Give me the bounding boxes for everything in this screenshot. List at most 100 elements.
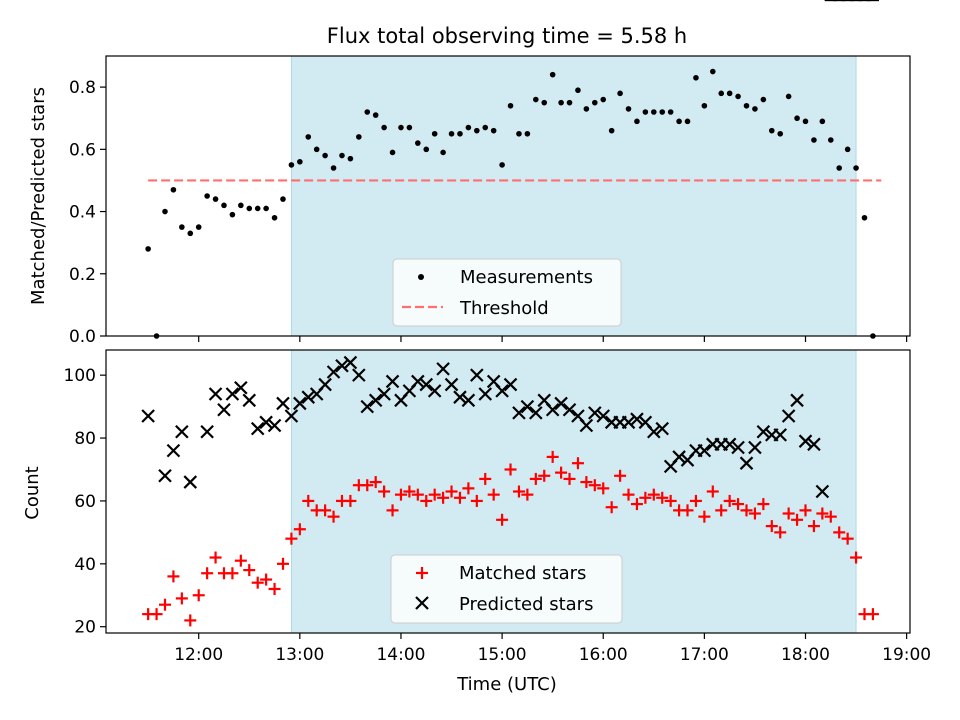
measurement-point (836, 165, 843, 171)
predicted-star-point (781, 409, 796, 423)
y-tick-label: 0.2 (69, 265, 96, 285)
measurement-point (516, 130, 522, 137)
predicted-star-point (368, 393, 383, 408)
predicted-star-point (520, 399, 535, 414)
matched-star-point (791, 513, 804, 526)
measurement-point (162, 208, 168, 215)
measurement-point (221, 202, 227, 209)
matched-star-point (850, 551, 863, 564)
predicted-star-point (722, 437, 737, 452)
matched-star-point (588, 479, 601, 492)
predicted-star-point (596, 409, 611, 423)
measurement-point (541, 99, 548, 106)
matched-star-point (462, 482, 475, 495)
matched-star-point (740, 504, 753, 517)
measurement-point (802, 118, 809, 125)
predicted-star-point (739, 456, 754, 470)
predicted-star-point (242, 393, 257, 408)
matched-star-point (555, 466, 568, 479)
matched-star-point (546, 450, 559, 463)
matched-star-point (580, 476, 593, 489)
predicted-star-point (385, 374, 400, 389)
measurement-point (726, 90, 733, 97)
matched-star-point (538, 469, 551, 482)
predicted-star-point (773, 428, 787, 442)
plot-frame-bottom (105, 349, 911, 634)
measurement-point (760, 96, 767, 103)
matched-star-point (622, 488, 635, 501)
matched-star-point (799, 504, 812, 517)
measurement-point (785, 93, 792, 100)
predicted-star-point (183, 475, 198, 489)
matched-star-point (369, 476, 382, 489)
legend-top: Measurements Threshold (392, 258, 622, 327)
y-tick-label: 0.8 (69, 78, 96, 98)
predicted-star-point (326, 365, 341, 379)
predicted-star-point (579, 418, 594, 433)
measurement-point (794, 115, 800, 122)
matched-star-point (512, 485, 525, 498)
measurement-point (457, 130, 463, 137)
matched-star-point (234, 554, 247, 567)
measurement-point (254, 205, 261, 212)
matched-star-point (681, 504, 694, 517)
predicted-star-point (301, 390, 316, 404)
measurement-point (415, 140, 421, 146)
measurement-point (768, 127, 775, 134)
matched-star-point (833, 526, 846, 539)
matched-star-point (344, 494, 357, 507)
matched-star-point (192, 589, 205, 602)
matched-star-point (521, 488, 534, 501)
x-tick-label: 14:00 (376, 645, 425, 665)
y-tick-label: 0.6 (69, 140, 96, 160)
matched-star-point (209, 551, 222, 564)
predicted-star-point (284, 409, 299, 423)
predicted-star-point (815, 484, 830, 499)
measurement-point (676, 118, 682, 125)
measurement-point (558, 99, 564, 106)
plot-frame-top (105, 55, 911, 337)
matched-star-point (293, 523, 306, 536)
x-axis-label: Time (UTC) (456, 674, 557, 695)
predicted-star-point (697, 443, 712, 458)
measurement-point (777, 130, 784, 137)
matched-star-point (496, 513, 509, 526)
measurement-point (288, 162, 295, 168)
predicted-star-point (259, 415, 273, 430)
measurement-point (280, 196, 286, 202)
measurement-point (271, 214, 278, 221)
matched-star-point (816, 507, 829, 520)
matched-star-point (597, 482, 610, 495)
predicted-star-point (318, 377, 332, 392)
measurement-point (634, 118, 640, 125)
matched-star-point (403, 485, 416, 498)
predicted-star-point (293, 396, 307, 411)
predicted-star-point (436, 362, 450, 376)
matched-star-point (807, 520, 820, 533)
measurement-point (448, 130, 455, 137)
legend-bottom: Matched stars Predicted stars (390, 554, 623, 624)
y-axis-label-bottom: Count (22, 466, 43, 519)
x-tick-label: 17:00 (680, 645, 729, 665)
measurement-point (170, 186, 177, 193)
measurement-point (313, 146, 320, 153)
predicted-star-point (655, 421, 670, 436)
matched-star-point (276, 557, 289, 570)
predicted-star-point (343, 355, 358, 370)
legend-box-bottom (390, 554, 623, 624)
measurement-points (145, 68, 876, 339)
measurement-point (440, 149, 446, 156)
predicted-star-point (360, 399, 375, 414)
matched-star-point (866, 608, 879, 621)
matched-star-point (656, 491, 669, 504)
measurement-point (297, 158, 303, 165)
measurement-point (423, 146, 430, 153)
measurement-point (364, 109, 371, 115)
matched-star-point (260, 573, 273, 586)
matched-star-point (201, 567, 214, 580)
matched-star-point (378, 485, 391, 498)
x-tick-label: 12:00 (174, 645, 223, 665)
predicted-star-point (529, 406, 543, 420)
predicted-star-point (545, 402, 560, 417)
predicted-star-point (276, 396, 290, 411)
